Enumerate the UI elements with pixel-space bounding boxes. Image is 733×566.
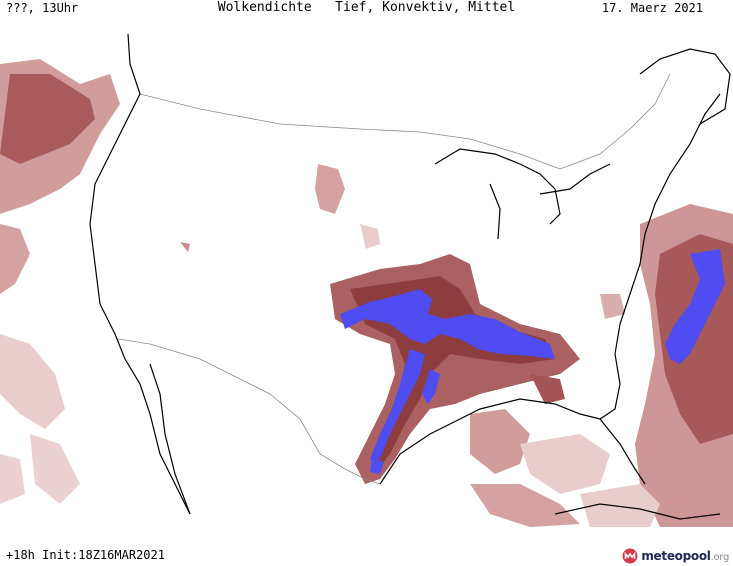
forecast-time-label: ???, 13Uhr (6, 1, 79, 15)
forecast-date: 17. Maerz 2021 (601, 1, 703, 15)
convective-cells (340, 289, 555, 474)
map-title: Wolkendichte Tief, Konvektiv, Mittel (217, 0, 516, 15)
brand-logo[interactable]: meteopool.org (622, 546, 729, 566)
cloud-area-east-coast (580, 204, 733, 527)
cloud-area-central-us (330, 254, 610, 527)
cloud-area-pacific-nw (0, 59, 120, 504)
coastlines (89, 33, 731, 520)
brand-name: meteopool.org (641, 549, 729, 563)
run-init-label: +18h Init:18Z16MAR2021 (6, 548, 165, 562)
cloud-density-map (0, 14, 733, 527)
meteopool-logo-icon (622, 548, 638, 564)
cloud-area-plains (180, 164, 380, 252)
country-borders (117, 73, 671, 485)
